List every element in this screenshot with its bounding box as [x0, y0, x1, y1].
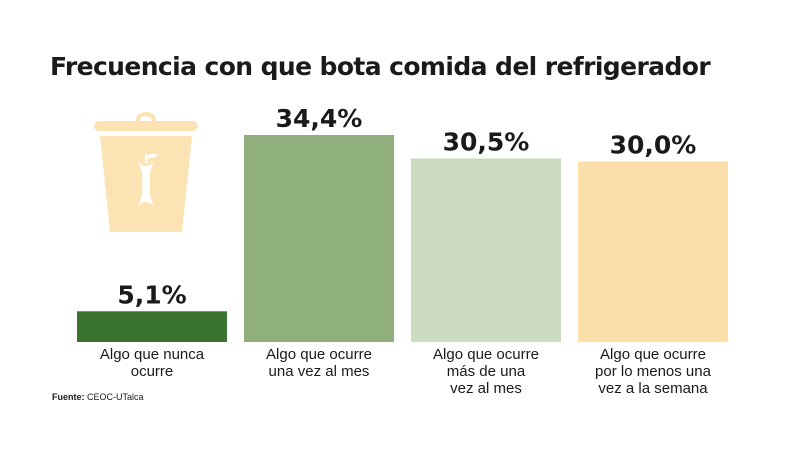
value-label-1: 5,1%: [117, 280, 186, 309]
source-label: Fuente:: [52, 392, 85, 402]
source-note: Fuente: CEOC-UTalca: [52, 392, 144, 402]
bar-2: [244, 135, 394, 342]
chart-title: Frecuencia con que bota comida del refri…: [50, 52, 711, 81]
bar-3: [411, 158, 561, 342]
apple-core-icon: [138, 153, 158, 206]
category-label-4: Algo que ocurre por lo menos una vez a la …: [595, 346, 712, 397]
value-label-4: 30,0%: [610, 130, 697, 159]
bar-4: [578, 161, 728, 342]
bar-1: [77, 311, 227, 342]
value-label-2: 34,4%: [276, 104, 363, 133]
category-label-1: Algo que nunca ocurre: [100, 346, 205, 380]
source-text: CEOC-UTalca: [87, 392, 144, 402]
category-label-2: Algo que ocurre una vez al mes: [266, 346, 372, 380]
value-label-3: 30,5%: [443, 127, 530, 156]
category-label-3: Algo que ocurre más de una vez al mes: [433, 346, 539, 397]
